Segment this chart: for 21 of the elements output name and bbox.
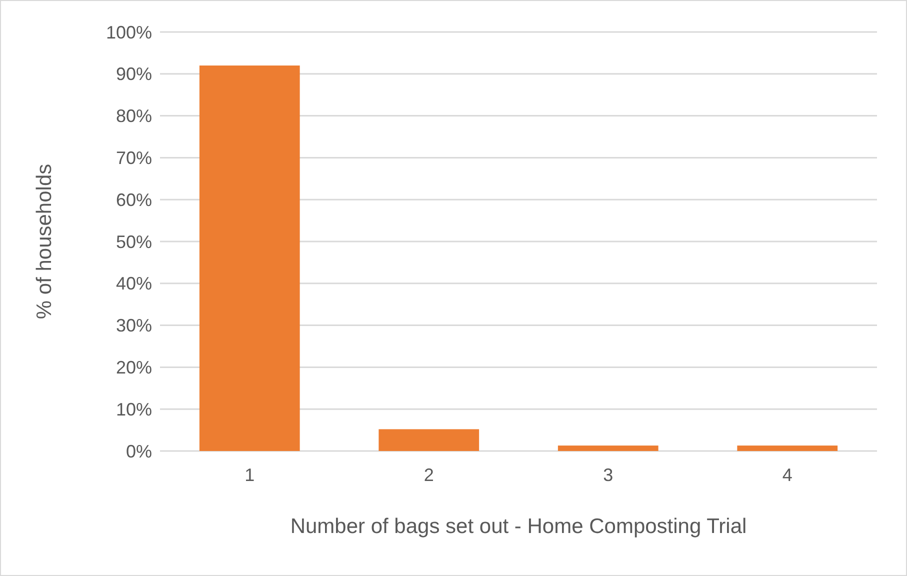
y-tick-label: 100% (106, 22, 152, 42)
y-tick-label: 80% (116, 106, 152, 126)
x-tick-label: 2 (424, 465, 434, 485)
bar (737, 446, 838, 451)
x-axis-title: Number of bags set out - Home Composting Trial (290, 515, 747, 538)
bar (199, 66, 300, 451)
y-tick-label: 60% (116, 190, 152, 210)
x-tick-label: 1 (244, 465, 255, 485)
y-tick-label: 30% (116, 316, 152, 336)
y-axis-title: % of households (33, 164, 56, 320)
x-tick-label: 4 (782, 465, 792, 485)
y-tick-label: 50% (116, 232, 152, 252)
y-tick-label: 0% (126, 441, 152, 462)
bar (378, 429, 480, 451)
y-tick-label: 20% (116, 358, 152, 378)
y-tick-label: 90% (116, 64, 152, 84)
y-tick-label: 10% (116, 399, 152, 420)
x-tick-label: 3 (603, 465, 614, 485)
y-tick-label: 40% (116, 274, 152, 294)
bar (558, 446, 658, 451)
y-tick-label: 70% (116, 148, 152, 168)
